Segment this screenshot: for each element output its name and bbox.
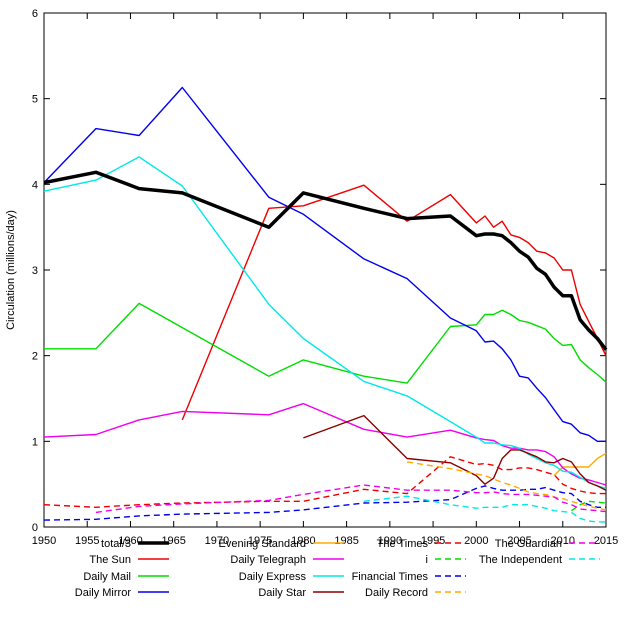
legend-label-daily-telegraph: Daily Telegraph: [230, 554, 306, 566]
x-tick-label: 1950: [32, 535, 56, 547]
y-tick-label: 0: [32, 522, 38, 534]
legend-label-evening-standard: Evening Standard: [219, 538, 306, 550]
series-line-daily-telegraph: [43, 402, 607, 486]
legend: total/3 The Sun Daily Mail Daily Mirror Even…: [75, 538, 600, 599]
x-tick-label: 1990: [378, 535, 402, 547]
series-lines: [43, 86, 608, 523]
legend-label-the-sun: The Sun: [89, 554, 131, 566]
series-line-daily-star: [303, 414, 607, 491]
series-line-daily-record: [406, 461, 607, 511]
legend-label-daily-star: Daily Star: [258, 587, 306, 599]
x-tick-label: 1980: [291, 535, 315, 547]
series-line-the-times: [43, 456, 606, 508]
x-tick-label: 2015: [594, 535, 618, 547]
y-axis-label: Circulation (millions/day): [5, 210, 17, 330]
series-line-the-guardian: [95, 484, 607, 514]
legend-label-daily-mail: Daily Mail: [83, 571, 131, 583]
legend-label-i-paper: i: [426, 554, 428, 566]
series-line-daily-mirror: [43, 86, 606, 442]
axes: 1950 1955 1960 1965 1970 1975 1980 1985 1990 1995…: [32, 8, 618, 547]
y-tick-label: 1: [32, 436, 38, 448]
x-tick-label: 2005: [507, 535, 531, 547]
legend-label-the-times: The Times: [377, 538, 429, 550]
series-line-daily-mail: [44, 302, 607, 384]
series-line-the-independent: [363, 495, 606, 523]
legend-label-the-guardian: The Guardian: [495, 538, 562, 550]
series-line-daily-express: [43, 156, 607, 490]
x-tick-label: 1995: [421, 535, 445, 547]
series-line-the-sun: [181, 184, 607, 421]
x-tick-label: 1960: [118, 535, 142, 547]
x-tick-label: 2010: [551, 535, 575, 547]
y-tick-label: 2: [32, 351, 38, 363]
y-tick-label: 5: [32, 94, 38, 106]
legend-label-daily-express: Daily Express: [239, 571, 307, 583]
x-tick-label: 1985: [334, 535, 358, 547]
x-tick-label: 1970: [205, 535, 229, 547]
y-tick-label: 6: [32, 8, 38, 20]
legend-label-daily-mirror: Daily Mirror: [75, 587, 132, 599]
x-tick-label: 1965: [161, 535, 185, 547]
x-tick-label: 2000: [464, 535, 488, 547]
legend-label-daily-record: Daily Record: [365, 587, 428, 599]
legend-label-financial-times: Financial Times: [352, 571, 429, 583]
y-tick-label: 4: [32, 179, 38, 191]
legend-label-the-independent: The Independent: [479, 554, 562, 566]
series-line-i-paper: [571, 500, 607, 512]
series-line-financial-times: [43, 485, 606, 521]
y-tick-label: 3: [32, 265, 38, 277]
x-tick-label: 1975: [248, 535, 272, 547]
x-tick-label: 1955: [75, 535, 99, 547]
series-line-total-3: [43, 170, 608, 351]
legend-label-total-3: total/3: [101, 538, 131, 550]
